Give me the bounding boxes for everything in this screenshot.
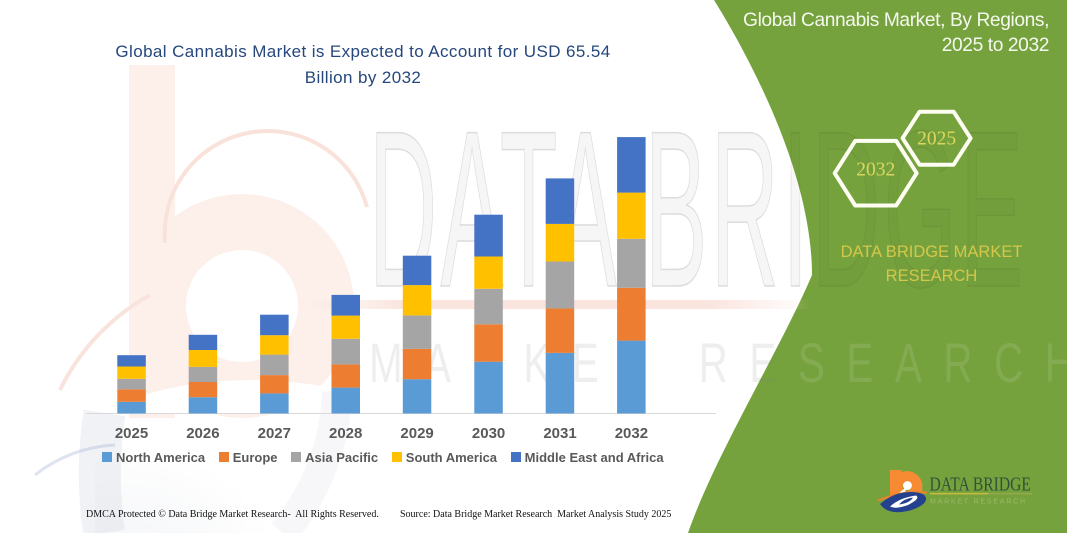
svg-text:DATA BRIDGE: DATA BRIDGE bbox=[930, 473, 1031, 495]
svg-text:2032: 2032 bbox=[856, 159, 895, 180]
svg-text:MARKET RESEARCH: MARKET RESEARCH bbox=[930, 499, 1027, 506]
svg-text:2025: 2025 bbox=[917, 128, 956, 149]
